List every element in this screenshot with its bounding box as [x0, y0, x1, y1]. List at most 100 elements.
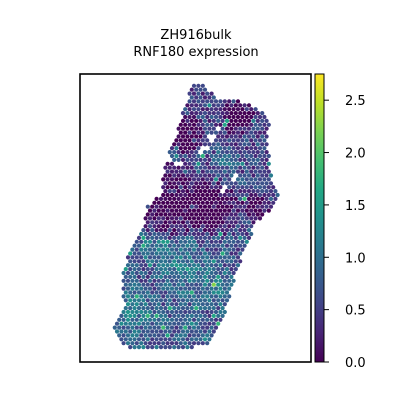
spot [169, 200, 175, 205]
spot [211, 298, 216, 303]
spot [158, 282, 164, 287]
spot [242, 111, 247, 116]
spot [205, 192, 210, 198]
spot [121, 333, 126, 338]
spot [150, 306, 155, 311]
spot [161, 270, 166, 276]
spot [161, 302, 166, 307]
spot [229, 150, 234, 155]
spot [207, 142, 212, 147]
spot [128, 251, 133, 256]
spot [209, 107, 214, 112]
spot [240, 146, 245, 151]
spot [161, 263, 166, 268]
spot [147, 278, 153, 283]
spot [194, 142, 199, 147]
spot [134, 325, 139, 330]
spot [209, 263, 214, 268]
spot [165, 302, 170, 307]
spot [200, 99, 205, 104]
spot [216, 118, 221, 123]
spot [260, 126, 265, 131]
spot [207, 157, 212, 162]
spot [134, 341, 139, 346]
spot [244, 169, 249, 174]
spot [189, 204, 194, 209]
spot [176, 196, 181, 201]
spot [117, 325, 122, 330]
spot [174, 146, 179, 151]
spot [244, 130, 249, 135]
spot [218, 278, 223, 283]
spot [211, 204, 216, 209]
spot [134, 294, 139, 299]
spot [253, 161, 258, 166]
spot [222, 146, 227, 151]
spot [224, 251, 230, 256]
spot [167, 165, 172, 170]
spot [262, 146, 267, 151]
spot [266, 177, 271, 182]
spot [136, 235, 142, 240]
spot [189, 142, 194, 147]
spot [255, 157, 260, 162]
spot [200, 161, 205, 166]
spot [255, 142, 260, 147]
spot [185, 321, 190, 326]
spot [183, 114, 188, 120]
spot [220, 306, 225, 311]
spot [209, 231, 214, 237]
spot [169, 224, 175, 229]
spot [147, 216, 153, 221]
spot [200, 91, 205, 96]
spot [114, 329, 120, 334]
spot [117, 333, 122, 338]
spot [167, 204, 172, 209]
spot [191, 317, 197, 322]
spot [161, 208, 166, 213]
spot [202, 220, 208, 225]
spot [152, 224, 157, 229]
spot [174, 177, 179, 182]
spot [141, 345, 146, 350]
spot [207, 181, 212, 186]
spot [189, 282, 194, 287]
spot [207, 267, 212, 272]
spot [255, 212, 260, 217]
spot [121, 309, 126, 315]
spot [194, 329, 199, 334]
spot [183, 325, 188, 330]
spot [211, 220, 216, 225]
spot [205, 231, 210, 237]
spot [246, 189, 252, 194]
spot [185, 204, 190, 209]
spot [136, 243, 142, 248]
spot [211, 282, 216, 287]
spot [194, 212, 199, 217]
spot [205, 138, 210, 143]
spot [165, 317, 170, 322]
spot [233, 243, 238, 248]
spot [180, 274, 186, 279]
spot [262, 130, 267, 135]
spot [213, 309, 219, 315]
spot [136, 267, 142, 272]
spot [200, 302, 205, 307]
spot [207, 173, 212, 178]
spot [209, 270, 214, 276]
spot [251, 150, 256, 155]
spot [185, 126, 190, 131]
spot [165, 247, 170, 252]
spot [196, 192, 201, 198]
spot [174, 153, 179, 159]
spot [198, 329, 203, 334]
spot [154, 290, 159, 295]
spot [147, 317, 153, 322]
spot [249, 114, 254, 120]
spot [185, 290, 190, 295]
spot [209, 153, 214, 159]
spot [156, 216, 161, 221]
spot [198, 259, 203, 264]
spot [216, 111, 221, 116]
spot [211, 274, 216, 279]
